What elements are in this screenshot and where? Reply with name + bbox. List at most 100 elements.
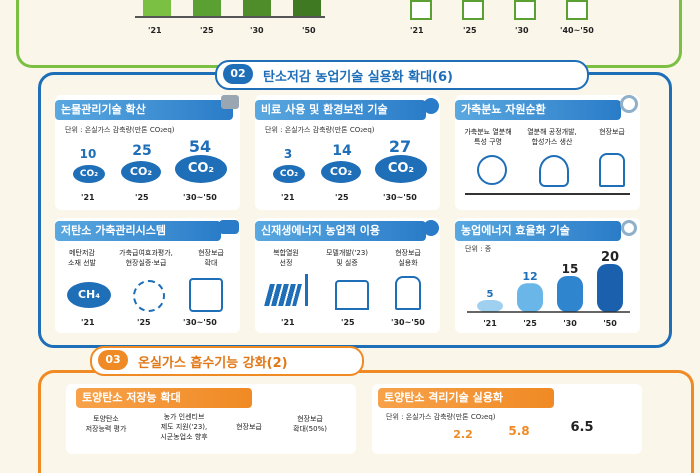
cow-icon	[219, 220, 239, 234]
top-year-label: '21	[410, 26, 424, 35]
panel-title: 농업에너지 효율화 기술	[455, 221, 621, 241]
panel-fertilizer: 비료 사용 및 환경보전 기술 단위 : 온실가스 감축량(만톤 CO₂eq) …	[255, 95, 440, 210]
section2-title: 탄소저감 농업기술 실용화 확대(6)	[263, 70, 453, 85]
top-bar	[143, 0, 171, 16]
manure-icon	[477, 155, 507, 185]
recycle-icon	[620, 95, 638, 113]
panel-title: 비료 사용 및 환경보전 기술	[255, 100, 426, 120]
step-label: 열분해 공정개발, 합성가스 생산	[527, 128, 577, 146]
section3-header: 03 온실가스 흡수기능 강화(2)	[90, 346, 364, 376]
section2-badge: 02	[223, 64, 253, 84]
panel-title: 가축분뇨 자원순환	[455, 100, 621, 120]
section3-frame	[38, 370, 694, 473]
co2-cloud-icon: CO₂	[273, 165, 305, 183]
top-bar	[193, 0, 221, 16]
gear-icon	[621, 220, 637, 236]
panel-manure: 가축분뇨 자원순환 가축분뇨 열분해 특성 구명 열분해 공정개발, 합성가스 …	[455, 95, 640, 210]
year-label: '21	[281, 193, 295, 202]
year-label: '25	[335, 193, 349, 202]
panel-paddy-water: 논물관리기술 확산 단위 : 온실가스 감축량(만톤 CO₂eq) 10 25 …	[55, 95, 240, 210]
step-label: 현장보급 확대	[198, 249, 224, 267]
step-label: 현장보급 실용화	[395, 249, 421, 267]
fire-icon	[539, 155, 569, 187]
year-label: '30~'50	[391, 318, 425, 327]
efficiency-bar	[597, 264, 623, 312]
step-label: 농가 인센티브 제도 지원('23), 시군농업소 향후	[160, 413, 208, 441]
efficiency-value-label: 15	[562, 262, 579, 276]
checklist-icon	[514, 0, 536, 20]
step-label: 가축분뇨 열분해 특성 구명	[464, 128, 512, 146]
efficiency-year-label: '21	[483, 319, 497, 328]
panel-renewable: 신재생에너지 농업적 이용 복합열원 선정 모델개발('23) 및 실증 현장보…	[255, 218, 440, 333]
efficiency-year-label: '50	[603, 319, 617, 328]
year-label: '25	[135, 193, 149, 202]
efficiency-value-label: 20	[601, 250, 619, 265]
year-label: '30~'50	[383, 193, 417, 202]
step-label: 현장보급	[599, 128, 625, 136]
year-label: '21	[281, 318, 295, 327]
greenhouse-solar-icon	[335, 280, 369, 310]
leaf-icon	[423, 98, 439, 114]
panel-soil-carbon-storage: 토양탄소 저장능 확대 토양탄소 저장능력 평가 농가 인센티브 제도 지원('…	[66, 384, 356, 454]
section3-badge: 03	[98, 350, 128, 370]
value-label: 3	[283, 147, 293, 161]
year-label: '25	[137, 318, 151, 327]
wind-turbine-icon	[305, 274, 308, 306]
value-label: 14	[332, 143, 352, 159]
value-label: 5.8	[508, 424, 530, 438]
top-year-label: '50	[302, 26, 316, 35]
top-year-label: '30	[250, 26, 264, 35]
energy-icon	[423, 220, 439, 236]
farmer-icon	[599, 153, 625, 187]
year-label: '30~'50	[183, 193, 217, 202]
year-label: '30~'50	[183, 318, 217, 327]
year-label: '21	[81, 318, 95, 327]
step-label: 가축급여효과평가, 현장실증·보급	[119, 249, 173, 267]
cow-cycle-icon	[133, 280, 165, 312]
top-year-label: '30	[515, 26, 529, 35]
efficiency-bar	[477, 300, 503, 312]
top-bar	[293, 0, 321, 16]
top-year-label: '25	[463, 26, 477, 35]
value-label: 25	[132, 143, 152, 159]
top-bar	[243, 0, 271, 16]
efficiency-value-label: 5	[487, 289, 494, 300]
efficiency-year-label: '30	[563, 319, 577, 328]
co2-cloud-icon: CO₂	[175, 155, 227, 183]
panel-livestock: 저탄소 가축관리시스템 메탄저감 소재 선발 가축급여효과평가, 현장실증·보급…	[55, 218, 240, 333]
step-label: 모델개발('23) 및 실증	[325, 249, 369, 267]
top-year-label: '25	[200, 26, 214, 35]
step-label: 복합열원 선정	[273, 249, 299, 267]
value-label: 10	[79, 147, 97, 161]
unit-label: 단위 : 온실가스 감축량(만톤 CO₂eq)	[65, 126, 175, 134]
year-label: '21	[81, 193, 95, 202]
panel-title: 토양탄소 격리기술 실용화	[378, 388, 554, 408]
value-label: 54	[188, 137, 212, 156]
section2-header: 02 탄소저감 농업기술 실용화 확대(6)	[215, 60, 589, 90]
unit-label: 단위 : 온실가스 감축량(만톤 CO₂eq)	[386, 413, 496, 421]
year-label: '25	[341, 318, 355, 327]
efficiency-bar-chart: 5 '21 12 '25 15 '30 20 '50	[467, 250, 630, 328]
co2-cloud-icon: CO₂	[121, 161, 161, 183]
panel-title: 신재생에너지 농업적 이용	[255, 221, 426, 241]
checklist-icon	[462, 0, 484, 20]
checklist-icon	[566, 0, 588, 20]
efficiency-year-label: '25	[523, 319, 537, 328]
panel-energy-efficiency: 농업에너지 효율화 기술 단위 : 종 5 '21 12 '25 15 '30 20 '50	[455, 218, 640, 333]
top-year-label: '21	[148, 26, 162, 35]
value-label: 6.5	[570, 420, 594, 435]
farmer-icon	[395, 276, 421, 310]
unit-label: 단위 : 종	[465, 245, 492, 253]
step-label: 토양탄소 저장능력 평가	[85, 415, 127, 433]
checklist-icon	[410, 0, 432, 20]
section3-title: 온실가스 흡수기능 강화(2)	[138, 356, 288, 371]
solar-panel-icon	[264, 284, 302, 306]
top-bar-chart	[135, 0, 325, 20]
co2-cloud-icon: CO₂	[73, 165, 105, 183]
efficiency-bar	[517, 283, 543, 312]
unit-label: 단위 : 온실가스 감축량(만톤 CO₂eq)	[265, 126, 375, 134]
value-label: 2.2	[453, 428, 473, 441]
co2-cloud-icon: CO₂	[375, 155, 427, 183]
step-label: 현장보급	[236, 423, 262, 431]
top-year-label: '40~'50	[560, 26, 594, 35]
